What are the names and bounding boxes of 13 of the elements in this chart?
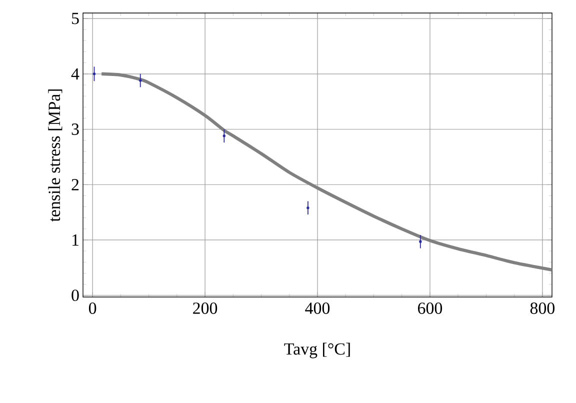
y-tick-label: 0 xyxy=(72,290,79,302)
x-tick-label: 200 xyxy=(193,302,218,314)
y-tick-label: 1 xyxy=(72,234,78,246)
y-axis-title: tensile stress [MPa] xyxy=(48,89,62,222)
x-tick-label: 800 xyxy=(530,302,555,314)
y-tick-label: 3 xyxy=(72,124,79,135)
x-tick-label: 0 xyxy=(88,302,96,314)
x-axis-title: Tavg [°C] xyxy=(284,342,350,358)
x-tick-label: 400 xyxy=(305,302,330,314)
x-tick-label: 600 xyxy=(418,302,442,314)
y-tick-label: 5 xyxy=(72,12,79,24)
y-tick-label: 2 xyxy=(72,179,79,190)
y-tick-label: 4 xyxy=(71,68,80,80)
